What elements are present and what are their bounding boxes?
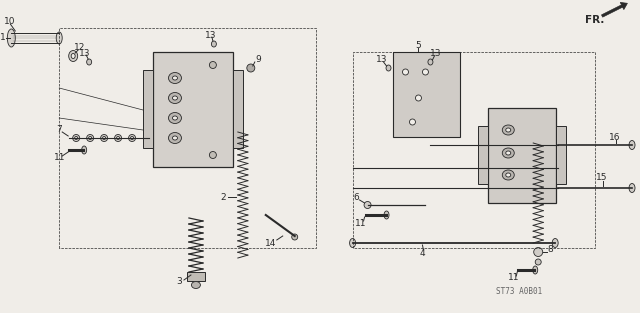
Text: 1: 1 (1, 33, 6, 43)
Bar (556, 126, 566, 184)
Ellipse shape (102, 136, 106, 140)
Ellipse shape (629, 141, 635, 150)
Ellipse shape (502, 148, 515, 158)
Bar (478, 126, 488, 184)
Ellipse shape (56, 32, 62, 44)
Text: 13: 13 (376, 55, 387, 64)
Ellipse shape (115, 135, 122, 141)
Ellipse shape (534, 248, 543, 256)
Ellipse shape (211, 41, 216, 47)
Ellipse shape (100, 135, 108, 141)
Text: 13: 13 (429, 49, 441, 59)
Ellipse shape (116, 136, 120, 140)
Ellipse shape (82, 146, 86, 154)
Ellipse shape (552, 239, 558, 248)
Ellipse shape (75, 136, 77, 140)
Bar (143, 70, 153, 148)
Text: FR.: FR. (585, 15, 605, 25)
Text: 11: 11 (508, 274, 519, 283)
Ellipse shape (535, 259, 541, 265)
Text: 11: 11 (54, 153, 65, 162)
Text: 10: 10 (4, 18, 15, 27)
Ellipse shape (292, 234, 298, 240)
Ellipse shape (506, 173, 511, 177)
Text: 6: 6 (354, 192, 360, 202)
Ellipse shape (68, 50, 77, 61)
Ellipse shape (415, 95, 422, 101)
Bar (187, 272, 205, 281)
Ellipse shape (384, 211, 389, 219)
Ellipse shape (410, 119, 415, 125)
Ellipse shape (386, 65, 391, 71)
Ellipse shape (349, 239, 356, 248)
Ellipse shape (86, 135, 93, 141)
Ellipse shape (71, 54, 75, 59)
Text: 2: 2 (220, 192, 226, 202)
Bar (233, 70, 243, 148)
Ellipse shape (7, 29, 15, 47)
Ellipse shape (209, 151, 216, 158)
Ellipse shape (131, 136, 134, 140)
Text: 16: 16 (609, 132, 621, 141)
Ellipse shape (168, 112, 182, 124)
Ellipse shape (532, 266, 538, 274)
Ellipse shape (168, 132, 182, 143)
Text: 11: 11 (355, 218, 366, 228)
FancyArrow shape (602, 3, 627, 17)
Ellipse shape (502, 125, 515, 135)
Text: 4: 4 (420, 249, 425, 258)
Ellipse shape (364, 202, 371, 208)
Ellipse shape (629, 183, 635, 192)
Ellipse shape (86, 59, 92, 65)
Ellipse shape (506, 151, 511, 155)
Ellipse shape (172, 76, 177, 80)
Text: 13: 13 (79, 49, 91, 58)
Text: 15: 15 (596, 173, 608, 182)
Ellipse shape (428, 59, 433, 65)
Text: 13: 13 (205, 30, 217, 39)
Text: 3: 3 (176, 278, 182, 286)
Ellipse shape (89, 136, 92, 140)
Ellipse shape (168, 93, 182, 104)
Ellipse shape (73, 135, 79, 141)
Text: 14: 14 (265, 239, 276, 248)
Bar (392, 52, 460, 137)
Ellipse shape (403, 69, 408, 75)
Ellipse shape (168, 73, 182, 84)
Text: 5: 5 (415, 40, 421, 49)
Text: ST73 A0B01: ST73 A0B01 (496, 288, 543, 296)
Ellipse shape (129, 135, 136, 141)
Ellipse shape (172, 96, 177, 100)
Ellipse shape (209, 61, 216, 69)
Text: 12: 12 (74, 44, 85, 53)
Text: 8: 8 (547, 245, 553, 254)
Ellipse shape (172, 116, 177, 120)
Ellipse shape (502, 170, 515, 180)
Bar (488, 108, 556, 203)
Ellipse shape (422, 69, 428, 75)
Ellipse shape (172, 136, 177, 140)
Ellipse shape (191, 281, 200, 289)
Text: 7: 7 (56, 126, 62, 135)
Text: 9: 9 (255, 55, 260, 64)
Ellipse shape (247, 64, 255, 72)
Ellipse shape (506, 128, 511, 132)
Bar (153, 52, 233, 167)
